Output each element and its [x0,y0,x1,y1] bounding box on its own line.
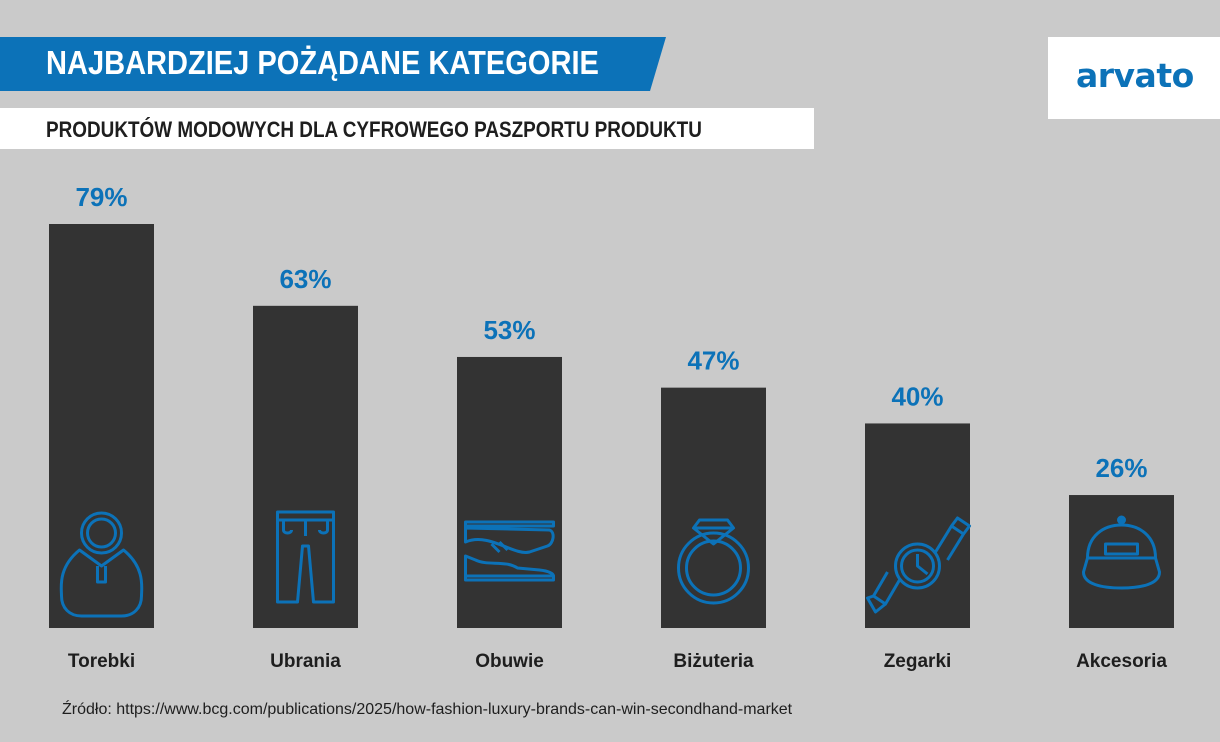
logo-box [1048,37,1220,119]
bar-obuwie [457,356,562,628]
category-label: Akcesoria [1076,651,1167,672]
value-label: 47% [687,346,739,376]
wristwatch-icon [866,516,971,614]
trousers-icon [276,510,335,604]
source-note: Źródło: https://www.bcg.com/publications… [62,701,793,718]
value-label: 26% [1095,453,1147,483]
bar-akcesoria [1069,495,1174,628]
category-label: Zegarki [884,651,952,672]
handbag-icon [59,511,144,618]
category-label: Ubrania [270,651,341,672]
bar-torebki [49,224,154,628]
value-label: 79% [75,182,127,212]
chart-title: NAJBARDZIEJ POŻĄDANE KATEGORIE [46,44,599,81]
arvato-logo: arvato [1076,56,1194,95]
ring-icon [677,518,750,605]
category-label: Biżuteria [673,651,754,672]
bar-ubrania [253,305,358,628]
value-label: 53% [483,315,535,345]
title-banner [0,37,666,91]
cap-icon [1082,515,1161,590]
bar-zegarki [865,423,970,628]
chart-subtitle: PRODUKTÓW MODOWYCH DLA CYFROWEGO PASZPOR… [46,117,702,142]
subtitle-box [0,108,814,149]
category-label: Obuwie [475,651,544,672]
bar-biżuteria [661,387,766,628]
value-label: 63% [279,264,331,294]
category-label: Torebki [68,651,135,672]
shoe-icon [464,520,555,582]
value-label: 40% [891,381,943,411]
